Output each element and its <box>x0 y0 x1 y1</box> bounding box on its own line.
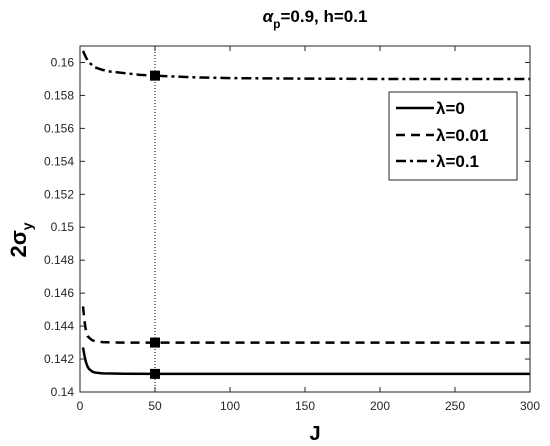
series-marker-1 <box>150 368 160 379</box>
y-tick-label: 0.142 <box>44 352 74 366</box>
x-tick-label: 50 <box>148 399 162 413</box>
x-tick-label: 250 <box>445 399 465 413</box>
x-tick-label: 200 <box>370 399 390 413</box>
series-marker-3 <box>150 70 160 81</box>
y-tick-label: 0.158 <box>44 88 74 102</box>
x-tick-label: 300 <box>520 399 540 413</box>
series-line-3 <box>81 50 530 81</box>
tick-layer: 0 50 100 150 200 250 300 0.14 0.142 0.144 0.146 0.1… <box>44 46 540 413</box>
chart-title: αp=0.9, h=0.1 <box>263 7 368 31</box>
title-alpha: α <box>263 7 275 26</box>
marker-layer <box>150 70 160 379</box>
series-line-1 <box>81 347 530 376</box>
legend-label-series-3: λ=0.1 <box>436 152 479 171</box>
y-tick-label: 0.15 <box>51 220 75 234</box>
x-tick-label: 100 <box>220 399 240 413</box>
series-line-2 <box>81 306 530 344</box>
legend-label-series-1: λ=0 <box>436 99 465 118</box>
y-tick-label: 0.144 <box>44 319 74 333</box>
series-layer <box>81 50 530 376</box>
y-tick-label: 0.148 <box>44 253 74 267</box>
title-rest: =0.9, h=0.1 <box>280 7 367 26</box>
y-tick-label: 0.154 <box>44 154 74 168</box>
y-axis-label-main: 2σ <box>6 230 31 257</box>
y-tick-label: 0.14 <box>51 385 75 399</box>
y-axis-label: 2σy <box>6 222 35 257</box>
title-subscript: p <box>273 17 280 31</box>
y-tick-label: 0.156 <box>44 121 74 135</box>
legend-label-series-2: λ=0.01 <box>436 126 488 145</box>
x-tick-label: 0 <box>77 399 84 413</box>
legend: λ=0 λ=0.01 λ=0.1 <box>388 91 518 181</box>
plot-frame <box>79 45 531 393</box>
y-axis-label-sub: y <box>19 222 35 230</box>
x-tick-label: 150 <box>295 399 315 413</box>
y-tick-label: 0.146 <box>44 286 74 300</box>
series-marker-2 <box>150 337 160 348</box>
y-tick-label: 0.152 <box>44 187 74 201</box>
y-tick-label: 0.16 <box>51 55 75 69</box>
x-axis-label: J <box>309 423 320 445</box>
legend-box <box>388 91 518 181</box>
